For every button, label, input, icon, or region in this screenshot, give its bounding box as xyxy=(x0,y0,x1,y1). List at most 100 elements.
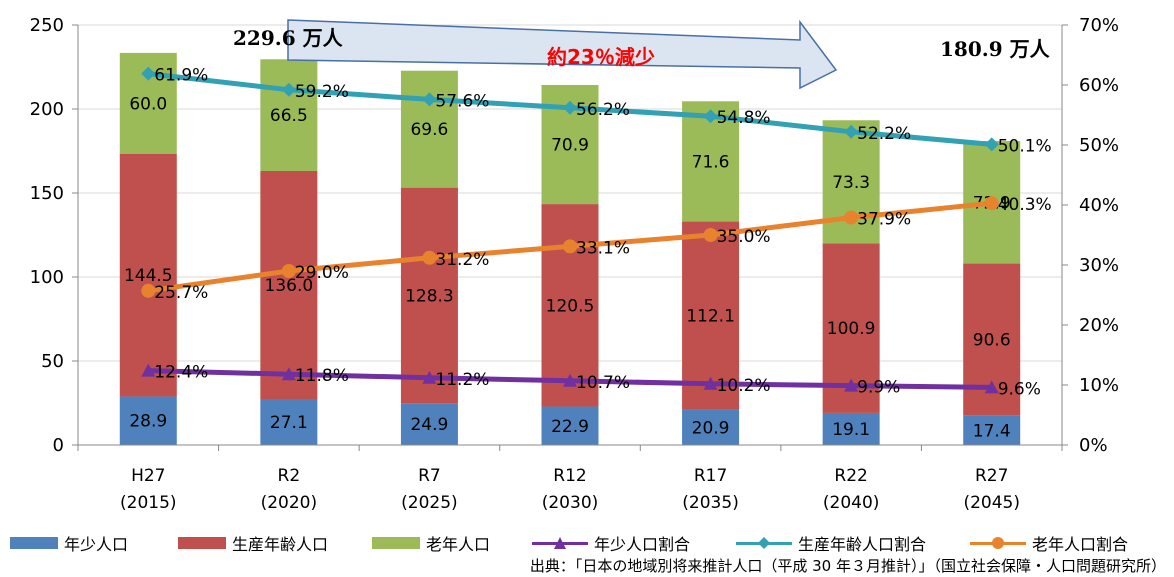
bar-segment-working xyxy=(260,170,318,400)
legend-label: 老年人口 xyxy=(426,535,491,554)
ratio-lines: 12.4% 11.8% 11.2% 10.7% 10.2% 9.9% 9.6% 61.9% 59… xyxy=(141,66,1052,399)
bar-segment-young xyxy=(822,412,880,445)
bar-segment-young xyxy=(400,403,458,445)
legend-label: 年少人口 xyxy=(64,535,129,554)
annotations: 229.6 万人 約23％減少 180.9 万人 xyxy=(233,26,1051,69)
line-point xyxy=(422,370,437,384)
line-value-label: 52.2% xyxy=(857,124,911,144)
y-left-tick-label: 0 xyxy=(53,435,64,456)
line-value-label: 9.6% xyxy=(998,379,1041,399)
line-value-label: 57.6% xyxy=(435,91,489,111)
stacked-bars: 28.9 144.5 60.0 27.1 136.0 66.5 24.9 128.3 69.6 2… xyxy=(119,52,1021,445)
legend-item-working-ratio: 生産年齢人口割合 xyxy=(736,531,926,555)
line-point xyxy=(703,109,718,124)
bar-value-label: 90.6 xyxy=(973,331,1011,351)
line-point xyxy=(141,363,156,377)
bar-value-label: 69.6 xyxy=(410,120,448,140)
bar-segment-young xyxy=(260,399,318,445)
x-tick-label-year: (2030) xyxy=(542,493,599,513)
line-value-label: 25.7% xyxy=(154,283,208,303)
x-tick-label-year: (2015) xyxy=(120,493,177,513)
y-left-tick-label: 150 xyxy=(30,183,64,204)
legend-swatch xyxy=(970,536,1026,550)
end-total-annotation: 180.9 万人 xyxy=(940,37,1051,61)
legend-swatch xyxy=(178,537,226,549)
legend-swatch xyxy=(10,537,58,549)
y-left-tick-label: 100 xyxy=(30,267,64,288)
line-value-label: 56.2% xyxy=(576,100,630,120)
bar-segment-elderly xyxy=(400,70,458,188)
bar-segment-young xyxy=(119,396,177,445)
legend-item-young: 年少人口 xyxy=(10,531,128,555)
line-point xyxy=(422,250,437,265)
bar-value-label: 60.0 xyxy=(129,94,167,114)
line-value-label: 50.1% xyxy=(998,136,1052,156)
line-value-label: 33.1% xyxy=(576,238,630,258)
line-point xyxy=(281,82,296,97)
line-value-label: 29.0% xyxy=(295,263,349,283)
bar-segment-young xyxy=(541,406,599,445)
y-right-tick-label: 70% xyxy=(1079,15,1119,36)
line-point xyxy=(984,380,999,394)
bar-value-label: 17.4 xyxy=(973,421,1011,441)
bar-value-label: 19.1 xyxy=(832,420,870,440)
x-tick-label: R17 xyxy=(694,466,727,486)
line-point xyxy=(141,66,156,81)
decrease-arrow-shape xyxy=(287,19,838,90)
y-left-tick-label: 200 xyxy=(30,99,64,120)
bar-value-label: 71.6 xyxy=(692,152,730,172)
line-value-label: 61.9% xyxy=(154,66,208,86)
x-tick-label: R7 xyxy=(418,466,441,486)
x-tick-label: R27 xyxy=(975,466,1008,486)
legend-swatch xyxy=(532,536,588,550)
line-point xyxy=(703,376,718,390)
line-point xyxy=(563,100,577,115)
legend-swatch xyxy=(736,536,792,550)
x-tick-label-year: (2045) xyxy=(963,493,1020,513)
x-tick-label-year: (2020) xyxy=(261,493,318,513)
bar-value-label: 66.5 xyxy=(270,106,308,126)
y-right-tick-label: 50% xyxy=(1079,135,1119,156)
x-tick-label: R2 xyxy=(278,466,301,486)
y-right-tick-label: 60% xyxy=(1079,75,1119,96)
line-value-label: 10.2% xyxy=(717,376,771,396)
start-total-annotation: 229.6 万人 xyxy=(233,26,344,50)
bar-value-label: 24.9 xyxy=(410,415,448,435)
line-value-label: 9.9% xyxy=(857,378,900,398)
bar-segment-elderly xyxy=(260,59,318,171)
legend-item-working: 生産年齢人口 xyxy=(178,531,328,555)
legend-item-elderly-ratio: 老年人口割合 xyxy=(970,531,1128,555)
y-right-tick-label: 10% xyxy=(1079,375,1119,396)
legend-item-young-ratio: 年少人口割合 xyxy=(532,531,690,555)
line-point xyxy=(141,283,156,298)
line-point xyxy=(844,378,859,392)
line-point xyxy=(703,228,718,242)
line-point xyxy=(422,92,437,107)
axes: 0 50 100 150 200 250 0% 10% 20% 30% 40% 50% 60% 70% H2… xyxy=(30,15,1119,513)
bar-value-label: 70.9 xyxy=(551,136,589,156)
bar-segment-working xyxy=(119,153,177,397)
legend-item-elderly: 老年人口 xyxy=(372,531,490,555)
line-value-label: 59.2% xyxy=(295,82,349,102)
line-point xyxy=(844,210,859,225)
legend-label: 生産年齢人口 xyxy=(232,535,329,554)
bar-value-label: 144.5 xyxy=(124,266,173,286)
legend-swatch xyxy=(372,537,420,549)
decrease-arrow xyxy=(287,19,838,90)
legend-label: 年少人口割合 xyxy=(594,535,691,554)
bar-value-label: 100.9 xyxy=(827,319,876,339)
decrease-annotation: 約23％減少 xyxy=(547,45,655,69)
x-tick-label: H27 xyxy=(131,466,165,486)
line-point xyxy=(984,137,999,152)
x-tick-label-year: (2025) xyxy=(401,493,458,513)
source-note: 出典：「日本の地域別将来推計人口（平成 30 年３月推計）」（国立社会保障・人口… xyxy=(529,557,1166,575)
population-chart: 28.9 144.5 60.0 27.1 136.0 66.5 24.9 128.3 69.6 2… xyxy=(30,15,1119,513)
bar-value-label: 28.9 xyxy=(129,412,167,432)
line-point xyxy=(563,373,577,387)
bar-value-label: 22.9 xyxy=(551,417,589,437)
line-value-label: 37.9% xyxy=(857,210,911,230)
line-value-label: 12.4% xyxy=(154,363,208,383)
bar-value-label: 136.0 xyxy=(265,276,314,296)
y-left-tick-label: 50 xyxy=(41,351,64,372)
line-value-label: 11.8% xyxy=(295,366,349,386)
